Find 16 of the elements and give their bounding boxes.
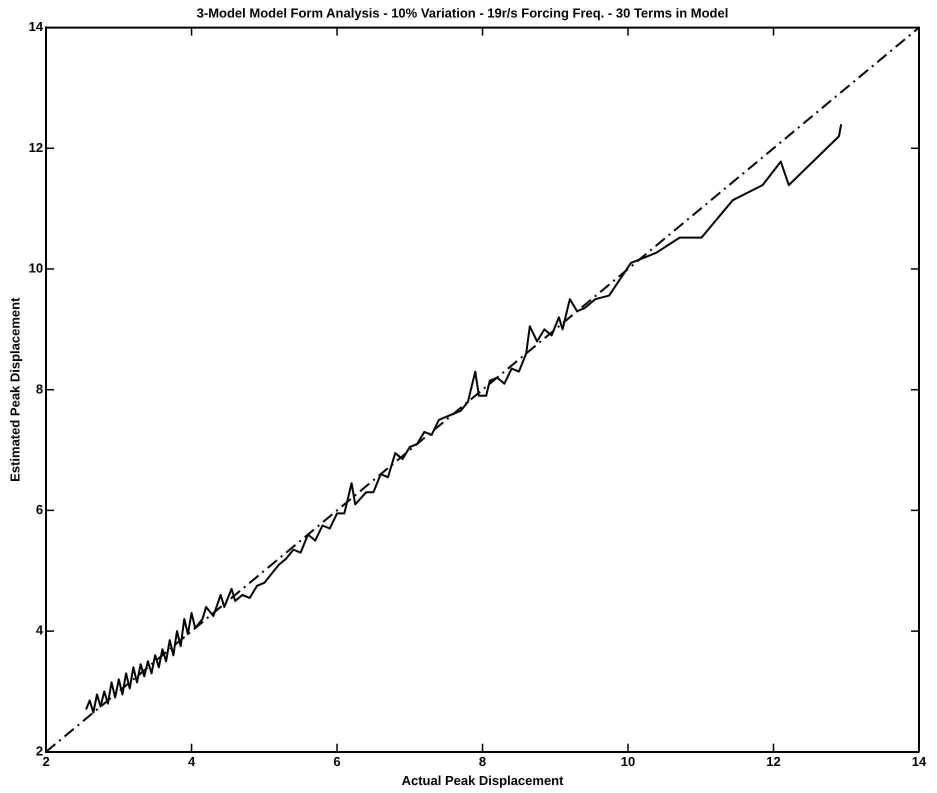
- x-tick-label: 10: [620, 754, 636, 770]
- x-tick-label: 8: [478, 754, 486, 770]
- chart-title: 3-Model Model Form Analysis - 10% Variation - 19r/s Forcing Freq. - 30 Terms in Model: [196, 5, 728, 20]
- x-tick-label: 6: [333, 754, 341, 770]
- y-tick-label: 6: [36, 502, 44, 517]
- y-tick-label: 8: [36, 381, 44, 396]
- y-tick-label: 12: [28, 140, 44, 155]
- y-tick-label: 10: [28, 260, 44, 276]
- y-axis-title: Estimated Peak Displacement: [7, 296, 22, 482]
- x-tick-label: 14: [912, 754, 927, 770]
- y-tick-label: 4: [36, 622, 44, 638]
- x-tick-label: 12: [766, 754, 781, 770]
- x-axis-title: Actual Peak Displacement: [402, 772, 564, 788]
- x-tick-label: 4: [188, 754, 196, 770]
- y-tick-label: 2: [36, 743, 44, 758]
- y-tick-label: 14: [28, 19, 44, 34]
